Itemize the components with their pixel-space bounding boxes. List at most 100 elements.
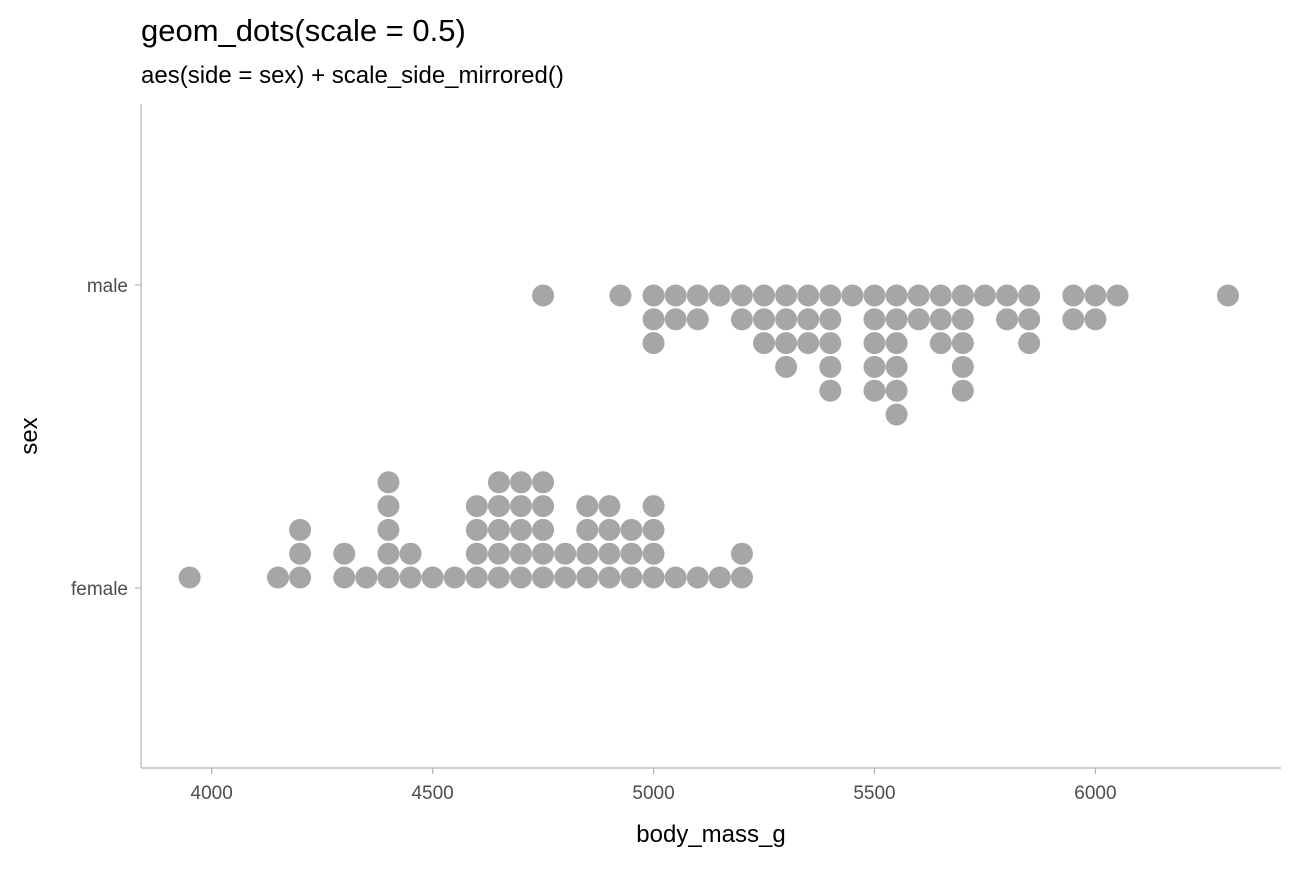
dot-female <box>532 518 555 541</box>
dot-male <box>1018 332 1041 355</box>
dot-female <box>377 495 400 518</box>
dot-male <box>885 284 908 307</box>
dot-male <box>863 379 886 402</box>
dot-male <box>642 284 665 307</box>
dot-female <box>465 566 488 589</box>
dot-female <box>532 495 555 518</box>
dot-female <box>532 566 555 589</box>
dot-male <box>664 284 687 307</box>
dot-male <box>863 308 886 331</box>
dot-male <box>885 403 908 426</box>
dot-female <box>598 495 621 518</box>
dot-male <box>797 308 820 331</box>
dot-female <box>399 542 422 565</box>
dot-female <box>532 542 555 565</box>
dot-layer <box>178 284 1239 589</box>
dot-male <box>730 284 753 307</box>
dot-male <box>1084 284 1107 307</box>
dot-male <box>532 284 555 307</box>
dot-female <box>487 566 510 589</box>
dot-male <box>686 308 709 331</box>
dot-female <box>686 566 709 589</box>
dot-male <box>609 284 632 307</box>
dot-female <box>730 542 753 565</box>
y-axis-label: sex <box>16 417 43 454</box>
dot-female <box>664 566 687 589</box>
dot-female <box>377 471 400 494</box>
dot-male <box>1062 284 1085 307</box>
dot-male <box>885 308 908 331</box>
y-axis-ticks: male female <box>71 276 141 600</box>
dot-male <box>863 355 886 378</box>
dot-male <box>797 284 820 307</box>
dot-female <box>554 566 577 589</box>
dot-female <box>708 566 731 589</box>
dot-female <box>510 566 532 589</box>
dot-female <box>355 566 378 589</box>
dot-female <box>642 566 665 589</box>
dot-male <box>907 308 930 331</box>
dot-female <box>730 566 753 589</box>
dot-male <box>819 355 842 378</box>
dot-male <box>1106 284 1129 307</box>
dot-male <box>907 284 930 307</box>
dot-female <box>443 566 466 589</box>
dot-female <box>421 566 444 589</box>
dot-male <box>775 355 798 378</box>
y-tick-label: female <box>71 579 128 600</box>
dot-male <box>753 284 776 307</box>
dot-male <box>929 308 952 331</box>
dot-female <box>576 495 599 518</box>
dot-male <box>730 308 753 331</box>
dot-male <box>929 332 952 355</box>
dot-male <box>819 284 842 307</box>
dot-female <box>642 542 665 565</box>
dot-female <box>289 542 312 565</box>
dot-female <box>510 542 532 565</box>
dot-male <box>1216 284 1239 307</box>
x-tick-label: 5500 <box>853 783 895 804</box>
dot-female <box>620 566 643 589</box>
dot-female <box>620 518 643 541</box>
dot-female <box>642 495 665 518</box>
x-tick-label: 6000 <box>1074 783 1116 804</box>
dot-female <box>465 518 488 541</box>
dot-female <box>377 542 400 565</box>
dot-female <box>576 542 599 565</box>
dot-male <box>951 332 974 355</box>
dot-female <box>598 566 621 589</box>
dot-male <box>797 332 820 355</box>
chart-subtitle: aes(side = sex) + scale_side_mirrored() <box>141 62 564 89</box>
dot-male <box>708 284 731 307</box>
x-tick-label: 4000 <box>191 783 233 804</box>
dot-female <box>510 495 532 518</box>
dot-female <box>487 471 510 494</box>
dot-male <box>996 308 1019 331</box>
dot-female <box>333 542 356 565</box>
dot-female <box>465 495 488 518</box>
dot-male <box>885 355 908 378</box>
chart-title: geom_dots(scale = 0.5) <box>141 13 466 48</box>
dot-female <box>620 542 643 565</box>
dot-male <box>973 284 996 307</box>
dot-female <box>576 566 599 589</box>
dot-female <box>642 518 665 541</box>
dot-male <box>642 332 665 355</box>
dot-female <box>487 542 510 565</box>
dot-female <box>510 518 532 541</box>
dot-male <box>819 332 842 355</box>
dot-male <box>863 332 886 355</box>
dot-female <box>487 495 510 518</box>
dot-male <box>775 332 798 355</box>
x-axis-ticks: 4000 4500 5000 5500 6000 <box>191 768 1117 804</box>
dot-male <box>1018 308 1041 331</box>
dot-male <box>775 308 798 331</box>
dot-male <box>885 332 908 355</box>
dot-female <box>377 566 400 589</box>
dot-male <box>819 379 842 402</box>
dot-female <box>289 518 312 541</box>
x-tick-label: 5000 <box>632 783 674 804</box>
dot-male <box>664 308 687 331</box>
